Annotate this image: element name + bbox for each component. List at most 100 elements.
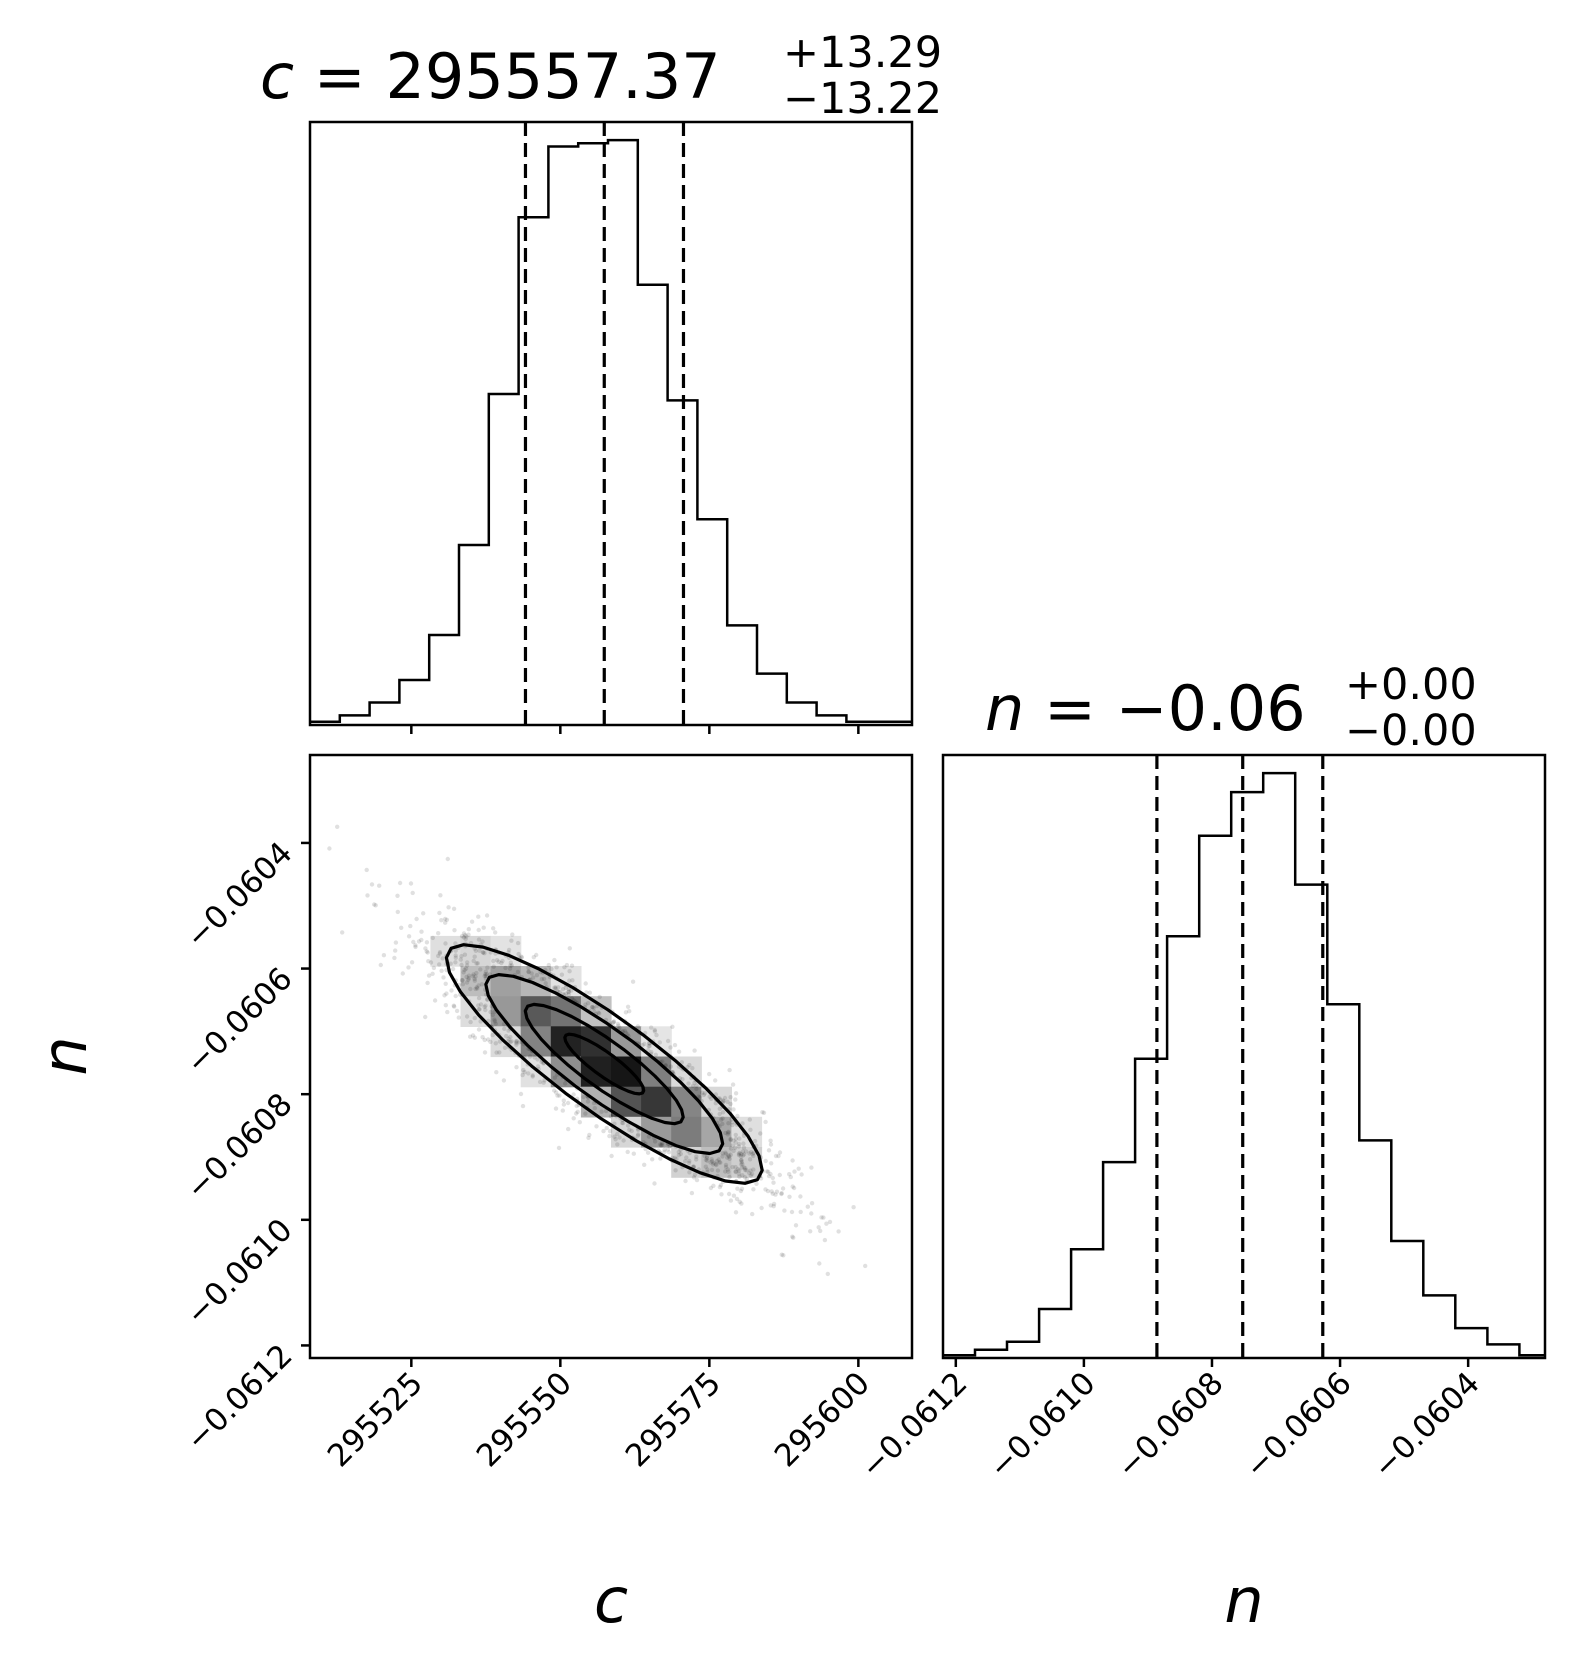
scatter-point: [493, 1041, 498, 1046]
scatter-point: [553, 1106, 559, 1111]
scatter-point: [574, 1111, 579, 1116]
scatter-point: [597, 1011, 602, 1016]
scatter-point: [460, 978, 465, 983]
scatter-point: [615, 1021, 621, 1027]
scatter-point: [446, 905, 451, 910]
scatter-point: [479, 982, 485, 987]
scatter-point: [701, 1092, 706, 1098]
scatter-point: [709, 1167, 715, 1173]
scatter-point: [769, 1161, 774, 1166]
contour-1σ: [523, 1002, 685, 1126]
scatter-point: [636, 1132, 641, 1137]
scatter-point: [738, 1188, 744, 1194]
scatter-point: [463, 936, 468, 942]
scatter-point: [717, 1111, 722, 1117]
scatter-point: [466, 973, 472, 978]
scatter-point: [743, 1149, 749, 1154]
joint-y-tick-label-4: −0.0604: [179, 835, 300, 956]
scatter-point: [567, 969, 572, 974]
scatter-point: [559, 972, 565, 977]
scatter-point: [825, 1271, 830, 1277]
density-cell: [460, 935, 492, 967]
scatter-point: [608, 1114, 614, 1119]
n-x-tick-label-4: −0.0604: [1366, 1365, 1487, 1486]
density-cells: [430, 935, 763, 1178]
scatter-point: [556, 985, 561, 990]
scatter-point: [723, 1169, 728, 1174]
scatter-point: [668, 1064, 673, 1069]
scatter-point: [554, 965, 559, 970]
scatter-point: [449, 988, 454, 993]
scatter-point: [448, 961, 453, 966]
scatter-point: [534, 973, 540, 978]
scatter-point: [453, 941, 458, 946]
scatter-point: [569, 963, 575, 968]
scatter-point: [625, 1123, 631, 1128]
scatter-point: [781, 1253, 786, 1258]
scatter-point: [662, 1149, 667, 1155]
scatter-point: [728, 1101, 733, 1107]
scatter-point: [571, 1116, 576, 1121]
scatter-point: [477, 1007, 482, 1012]
scatter-point: [809, 1165, 814, 1170]
scatter-point: [739, 1162, 744, 1167]
scatter-point: [378, 962, 383, 968]
scatter-point: [751, 1187, 756, 1192]
n-marginal-panel: −0.0612 −0.0610 −0.0608 −0.0606 −0.0604: [854, 753, 1547, 1486]
scatter-point: [718, 1117, 724, 1122]
scatter-point: [563, 991, 569, 996]
scatter-point: [456, 1015, 461, 1020]
scatter-point: [392, 955, 397, 961]
scatter-point: [692, 1048, 697, 1053]
scatter-point: [472, 1035, 477, 1040]
scatter-point: [683, 1159, 688, 1164]
scatter-point: [577, 1120, 582, 1125]
scatter-point: [430, 935, 435, 941]
scatter-point: [516, 951, 521, 957]
scatter-point: [733, 1169, 738, 1174]
scatter-point: [567, 978, 572, 983]
scatter-point: [365, 893, 370, 898]
scatter-point: [736, 1171, 741, 1176]
scatter-point: [510, 932, 515, 937]
scatter-point: [424, 940, 430, 945]
scatter-point: [623, 1030, 628, 1036]
c-title: c = 295557.37: [260, 40, 721, 113]
scatter-point: [494, 1070, 499, 1075]
scatter-point: [836, 1229, 841, 1234]
scatter-point: [617, 1135, 622, 1140]
scatter-point: [768, 1138, 773, 1143]
scatter-point: [514, 1039, 520, 1044]
scatter-point: [740, 1149, 746, 1154]
scatter-point: [717, 1160, 722, 1165]
scatter-point: [431, 965, 437, 971]
scatter-point: [792, 1169, 797, 1174]
scatter-point: [472, 978, 477, 983]
scatter-point: [766, 1169, 771, 1175]
scatter-point: [764, 1169, 770, 1174]
scatter-point: [452, 1004, 457, 1009]
scatter-point: [492, 1019, 498, 1024]
contour-lines: [444, 943, 764, 1185]
scatter-point: [585, 1001, 591, 1006]
scatter-point: [788, 1174, 793, 1180]
scatter-point: [419, 929, 424, 934]
scatter-point: [685, 1065, 690, 1070]
scatter-point: [735, 1186, 740, 1191]
scatter-point: [501, 1078, 507, 1083]
scatter-point: [472, 954, 477, 959]
scatter-point: [552, 985, 557, 990]
scatter-point: [468, 1034, 473, 1039]
scatter-point: [444, 917, 450, 922]
scatter-point: [726, 1129, 731, 1135]
scatter-point: [731, 1148, 736, 1154]
scatter-point: [514, 1040, 519, 1046]
density-cell: [641, 1086, 672, 1118]
scatter-point: [615, 1131, 620, 1137]
scatter-point: [743, 1166, 748, 1171]
scatter-point: [735, 1113, 740, 1119]
scatter-point: [454, 1008, 460, 1014]
scatter-point: [474, 970, 479, 976]
scatter-point: [461, 970, 466, 975]
n-title-value: −0.06: [1116, 672, 1306, 745]
